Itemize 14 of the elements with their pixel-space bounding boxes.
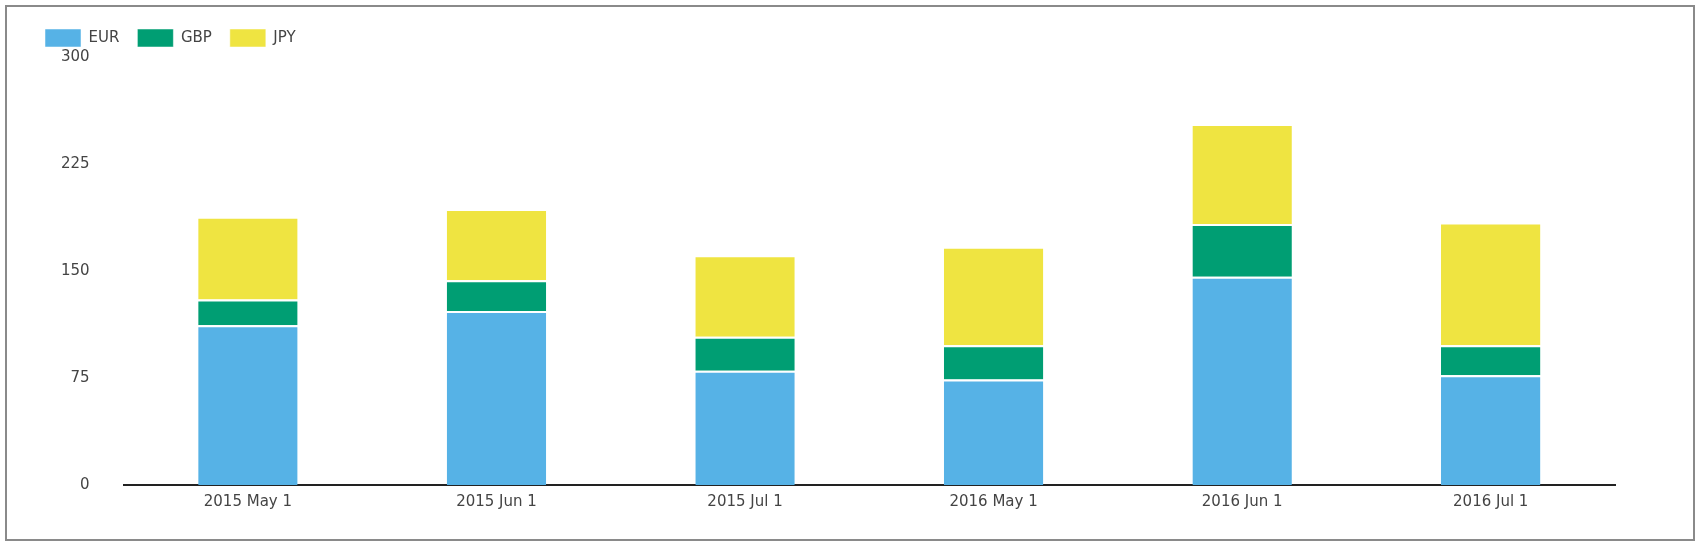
x-tick-label: 2015 Jul 1 — [707, 491, 783, 510]
x-tick-label: 2016 Jul 1 — [1453, 491, 1529, 510]
x-tick-label: 2015 Jun 1 — [456, 491, 537, 510]
y-tick-label: 150 — [60, 260, 90, 279]
y-tick-label: 225 — [60, 153, 90, 172]
legend-label: GBP — [180, 27, 212, 46]
legend-label: EUR — [88, 27, 120, 46]
x-tick-label: 2015 May 1 — [203, 491, 293, 510]
y-tick-label: 0 — [80, 474, 90, 493]
x-tick-label: 2016 Jun 1 — [1201, 491, 1283, 510]
y-tick-label: 75 — [70, 367, 90, 386]
legend-label: JPY — [272, 27, 297, 46]
x-tick-label: 2016 May 1 — [949, 491, 1038, 510]
y-tick-label: 300 — [60, 46, 90, 65]
